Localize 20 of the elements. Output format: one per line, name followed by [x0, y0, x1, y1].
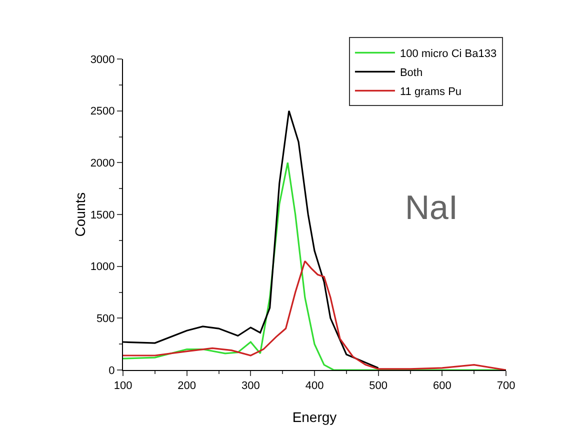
- legend-label: 100 micro Ci Ba133: [400, 48, 497, 60]
- x-tick-label: 600: [432, 380, 452, 392]
- y-tick-label: 500: [96, 313, 115, 326]
- y-tick-label: 3000: [90, 54, 115, 66]
- y-tick-label: 0: [108, 364, 115, 377]
- x-tick-label: 300: [241, 380, 260, 392]
- y-tick-label: 1500: [90, 209, 115, 222]
- y-tick-label: 1000: [90, 261, 115, 274]
- x-tick-label: 700: [496, 380, 516, 392]
- x-tick-label: 100: [114, 380, 132, 392]
- y-axis-title: Counts: [72, 192, 88, 237]
- x-tick-label: 400: [305, 380, 324, 392]
- x-tick-label: 200: [178, 380, 196, 392]
- x-axis-title: Energy: [292, 409, 337, 425]
- legend-label: Both: [400, 67, 423, 80]
- legend-label: 11 grams Pu: [400, 86, 462, 98]
- x-tick-label: 500: [369, 380, 388, 392]
- y-tick-label: 2000: [90, 158, 115, 170]
- y-tick-label: 2500: [90, 106, 115, 118]
- annotation: NaI: [405, 189, 458, 227]
